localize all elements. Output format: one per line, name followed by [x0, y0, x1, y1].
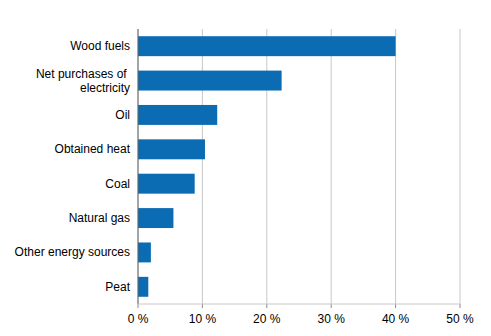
category-label: Natural gas [69, 211, 130, 225]
x-axis-line [138, 304, 460, 305]
tick-label: 50 % [446, 312, 474, 326]
tick-mark [460, 304, 461, 308]
bar [138, 174, 195, 194]
grid-line [266, 29, 267, 304]
tick-mark [395, 304, 396, 308]
grid-line [202, 29, 203, 304]
category-label: Peat [105, 280, 130, 294]
chart-svg: 0 % 10 % 20 % 30 % 40 % 50 % Wood fuels Net pur… [0, 0, 491, 336]
bar [138, 242, 151, 262]
bar [138, 105, 217, 125]
tick-label: 30 % [318, 312, 346, 326]
tick-label: 10 % [189, 312, 217, 326]
grid-line [460, 29, 461, 304]
bar [138, 277, 148, 297]
y-axis-line [138, 29, 139, 304]
bar [138, 71, 282, 91]
tick-mark [202, 304, 203, 308]
category-label: Coal [105, 177, 130, 191]
tick-label: 40 % [382, 312, 410, 326]
bar [138, 139, 205, 159]
tick-mark [266, 304, 267, 308]
chart-container: 0 % 10 % 20 % 30 % 40 % 50 % Wood fuels Net pur… [0, 0, 491, 336]
tick-label: 20 % [253, 312, 281, 326]
tick-mark [138, 304, 139, 308]
category-label: Obtained heat [55, 142, 131, 156]
category-label: Wood fuels [70, 39, 130, 53]
tick-label: 0 % [128, 312, 149, 326]
grid-line [138, 29, 139, 304]
category-label: Net purchases of electricity [36, 67, 130, 95]
bar [138, 208, 173, 228]
grid-line [395, 29, 396, 304]
bar [138, 36, 396, 56]
tick-mark [331, 304, 332, 308]
category-label: Other energy sources [15, 245, 130, 259]
category-label: Oil [115, 108, 130, 122]
grid-line [331, 29, 332, 304]
bars [138, 36, 396, 297]
